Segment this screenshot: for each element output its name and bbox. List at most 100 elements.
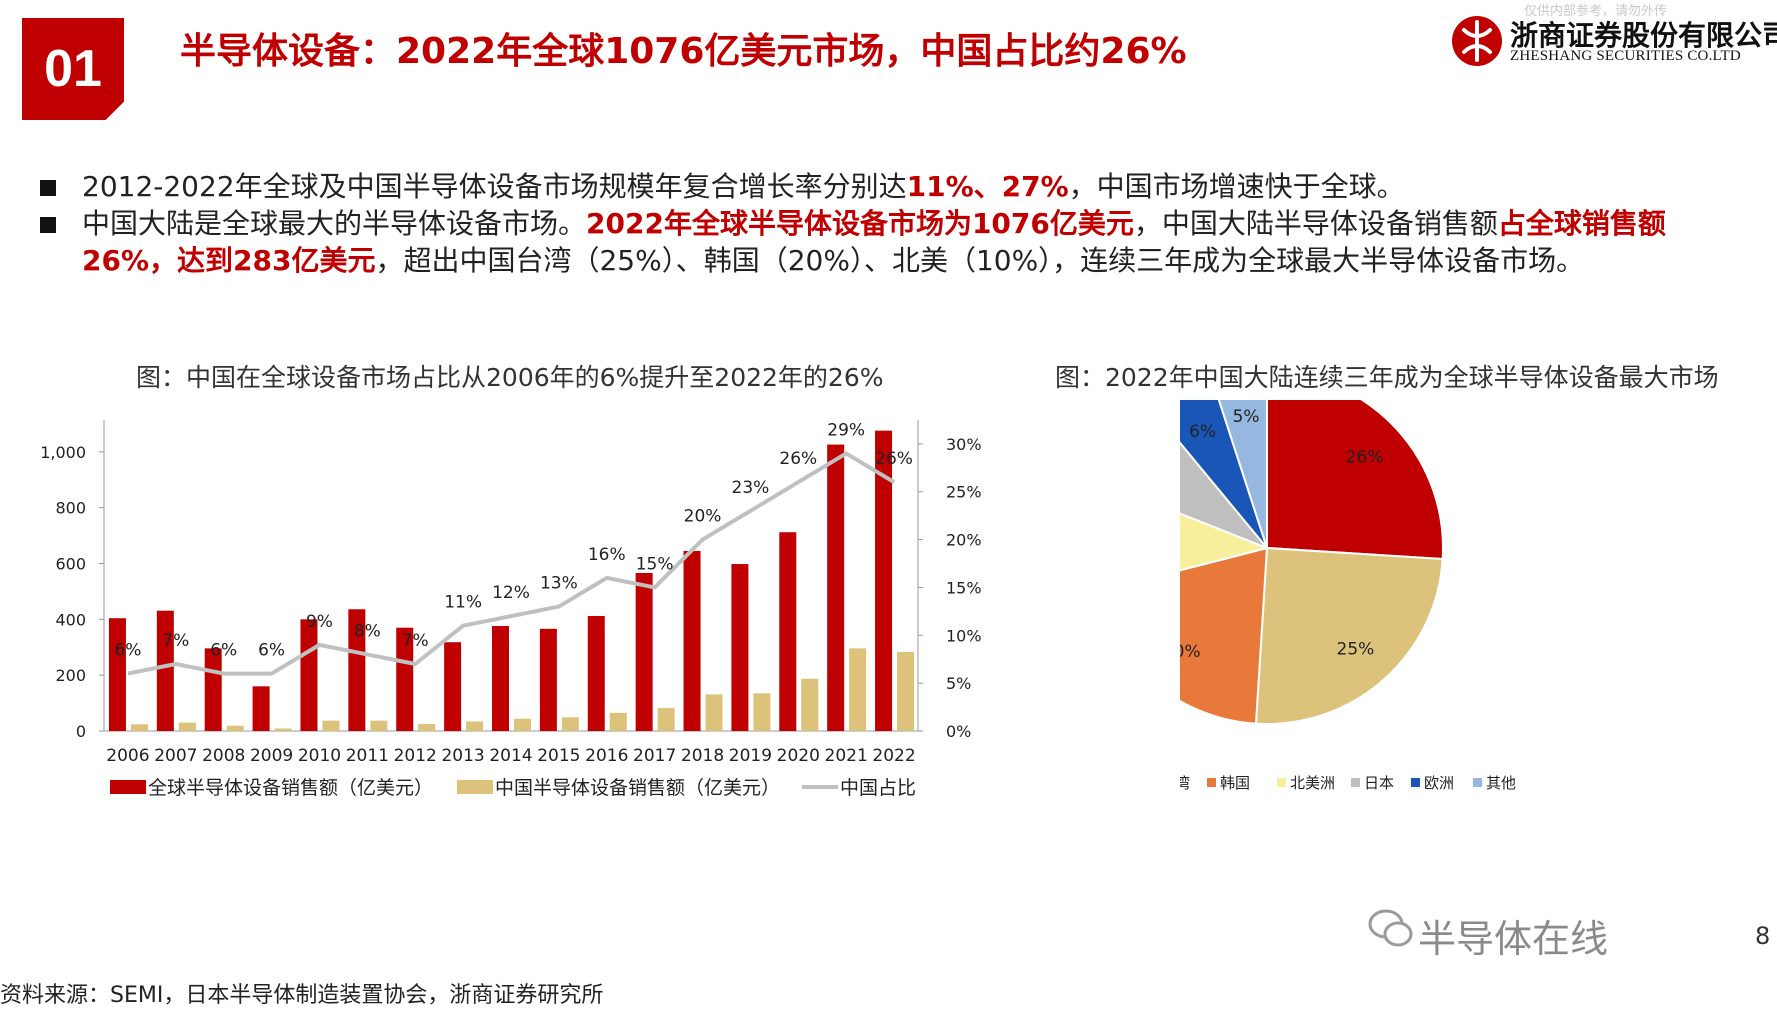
left-axis-tick-label: 1,000 — [40, 443, 86, 462]
bar-china — [753, 693, 771, 731]
x-axis-tick-label: 2020 — [777, 746, 820, 766]
pie-legend-label: 其他 — [1486, 774, 1516, 792]
legend-label: 中国半导体设备销售额（亿美元） — [495, 777, 780, 799]
combo-chart: 02004006008001,0001,2000%5%10%15%20%25%3… — [40, 420, 982, 799]
pie-slice — [1266, 400, 1444, 561]
bar-china — [226, 725, 244, 731]
bar-china — [561, 717, 579, 731]
pie-legend-swatch — [1411, 778, 1420, 787]
bar-global — [108, 618, 126, 731]
x-axis-tick-label: 2009 — [250, 746, 293, 766]
bullet-2-text-3: ，超出中国台湾（25%）、韩国（20%）、北美（10%），连续三年成为全球最大半… — [375, 244, 1585, 277]
bar-global — [156, 610, 174, 731]
x-axis-tick-label: 2018 — [681, 746, 724, 766]
source-note: 资料来源：SEMI，日本半导体制造装置协会，浙商证券研究所 — [0, 983, 604, 1008]
pie-legend-label: 北美洲 — [1290, 774, 1335, 792]
share-data-label: 11% — [444, 593, 482, 613]
share-line — [127, 451, 896, 676]
wechat-icon — [1368, 908, 1414, 948]
bar-global — [396, 627, 414, 731]
x-axis-tick-label: 2012 — [394, 746, 437, 766]
right-axis-tick-label: 30% — [946, 435, 982, 454]
share-data-label: 9% — [306, 612, 333, 632]
x-axis-tick-label: 2022 — [872, 746, 915, 766]
right-axis-tick-label: 10% — [946, 626, 982, 645]
pie-slice — [1180, 546, 1269, 725]
bar-global — [539, 628, 557, 731]
pie-slice-label: 25% — [1337, 639, 1375, 659]
bar-china — [322, 720, 340, 731]
brand-watermark: 半导体在线 — [1418, 917, 1609, 961]
share-data-label: 7% — [162, 631, 189, 651]
bullet-1-highlight-1: 11%、27% — [906, 170, 1069, 203]
pie-slice-label: 5% — [1233, 407, 1260, 427]
bar-china — [801, 678, 819, 731]
x-axis-tick-label: 2006 — [106, 746, 149, 766]
bar-china — [418, 724, 436, 731]
logo-cn-name: 浙商证券股份有限公司 — [1510, 19, 1777, 52]
share-data-label: 7% — [402, 631, 429, 651]
page-title: 半导体设备：2022年全球1076亿美元市场，中国占比约26% — [180, 31, 1187, 72]
legend-swatch — [110, 780, 146, 794]
pie-legend-label: 日本 — [1364, 774, 1394, 792]
pie-slice-label: 20% — [1180, 642, 1201, 662]
pie-legend-swatch — [1351, 778, 1360, 787]
bullet-2-highlight-1: 2022年全球半导体设备市场为1076亿美元 — [586, 207, 1134, 240]
right-chart-caption: 图：2022年中国大陆连续三年成为全球半导体设备最大市场 — [1055, 363, 1719, 392]
x-axis-tick-label: 2016 — [585, 746, 628, 766]
share-data-label: 26% — [875, 449, 913, 469]
bullet-2-text-1: 中国大陆是全球最大的半导体设备市场。 — [82, 207, 587, 240]
bar-global — [300, 619, 318, 731]
pie-slice — [1180, 512, 1271, 572]
pie-slice — [1217, 400, 1268, 549]
bar-global — [827, 444, 845, 731]
share-data-label: 20% — [684, 507, 722, 527]
x-axis-tick-label: 2015 — [537, 746, 580, 766]
x-axis-tick-label: 2017 — [633, 746, 676, 766]
left-axis-tick-label: 600 — [55, 555, 86, 574]
bar-global — [779, 532, 797, 731]
share-data-label: 6% — [210, 641, 237, 661]
bullet-2-highlight-2: 占全球销售额26%，达到283亿美元 — [82, 207, 1666, 277]
left-axis-tick-label: 0 — [76, 722, 86, 741]
bar-global — [348, 609, 366, 731]
legend-label: 中国占比 — [840, 777, 916, 799]
left-chart-caption: 图：中国在全球设备市场占比从2006年的6%提升至2022年的26% — [136, 363, 884, 392]
bullet-list: 2012-2022年全球及中国半导体设备市场规模年复合增长率分别达11%、27%… — [40, 168, 1760, 279]
watermark: 仅供内部参考，请勿外传 — [1524, 4, 1668, 19]
left-axis-tick-label: 400 — [55, 610, 86, 629]
bar-global — [587, 615, 605, 731]
bar-china — [178, 722, 196, 731]
bar-global — [204, 648, 222, 731]
section-number: 01 — [44, 40, 102, 98]
bar-global — [875, 430, 893, 731]
pie-chart: 26%25%20%10%8%6%5%中国大陆中国台湾韩国北美洲日本欧洲其他 — [1180, 400, 1516, 792]
legend-label: 全球半导体设备销售额（亿美元） — [148, 777, 433, 799]
right-axis-tick-label: 5% — [946, 674, 971, 693]
share-data-label: 26% — [779, 449, 817, 469]
right-axis-tick-label: 20% — [946, 531, 982, 550]
bar-global — [635, 572, 653, 731]
bar-global — [683, 550, 701, 731]
bar-china — [514, 718, 531, 731]
bar-china — [705, 694, 723, 731]
pie-legend-swatch — [1473, 778, 1482, 787]
share-data-label: 6% — [258, 641, 285, 661]
pie-legend-swatch — [1207, 778, 1216, 787]
bullet-square-icon — [40, 180, 56, 196]
share-data-label: 12% — [492, 583, 530, 603]
page-number: 8 — [1755, 922, 1771, 950]
share-data-label: 16% — [588, 545, 626, 565]
logo-en-name: ZHESHANG SECURITIES CO.LTD — [1510, 48, 1741, 64]
legend-swatch — [457, 780, 493, 794]
pie-slice — [1254, 546, 1444, 725]
company-logo: 浙商证券股份有限公司 ZHESHANG SECURITIES CO.LTD — [1452, 12, 1777, 68]
bar-global — [252, 686, 270, 731]
pie-slice-label: 26% — [1346, 447, 1384, 467]
x-axis-tick-label: 2019 — [729, 746, 772, 766]
right-axis-tick-label: 15% — [946, 578, 982, 597]
bar-china — [130, 724, 148, 731]
bar-global — [492, 626, 509, 731]
bullet-item-1: 2012-2022年全球及中国半导体设备市场规模年复合增长率分别达11%、27%… — [40, 168, 1760, 205]
x-axis-tick-label: 2014 — [489, 746, 532, 766]
